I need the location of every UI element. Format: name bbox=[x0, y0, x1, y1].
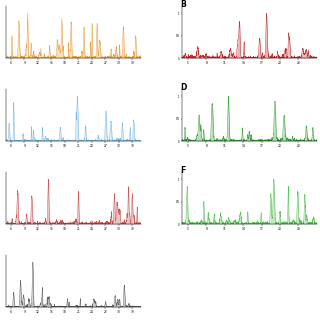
Text: F: F bbox=[180, 166, 186, 175]
Text: D: D bbox=[180, 83, 187, 92]
Text: B: B bbox=[180, 0, 186, 9]
